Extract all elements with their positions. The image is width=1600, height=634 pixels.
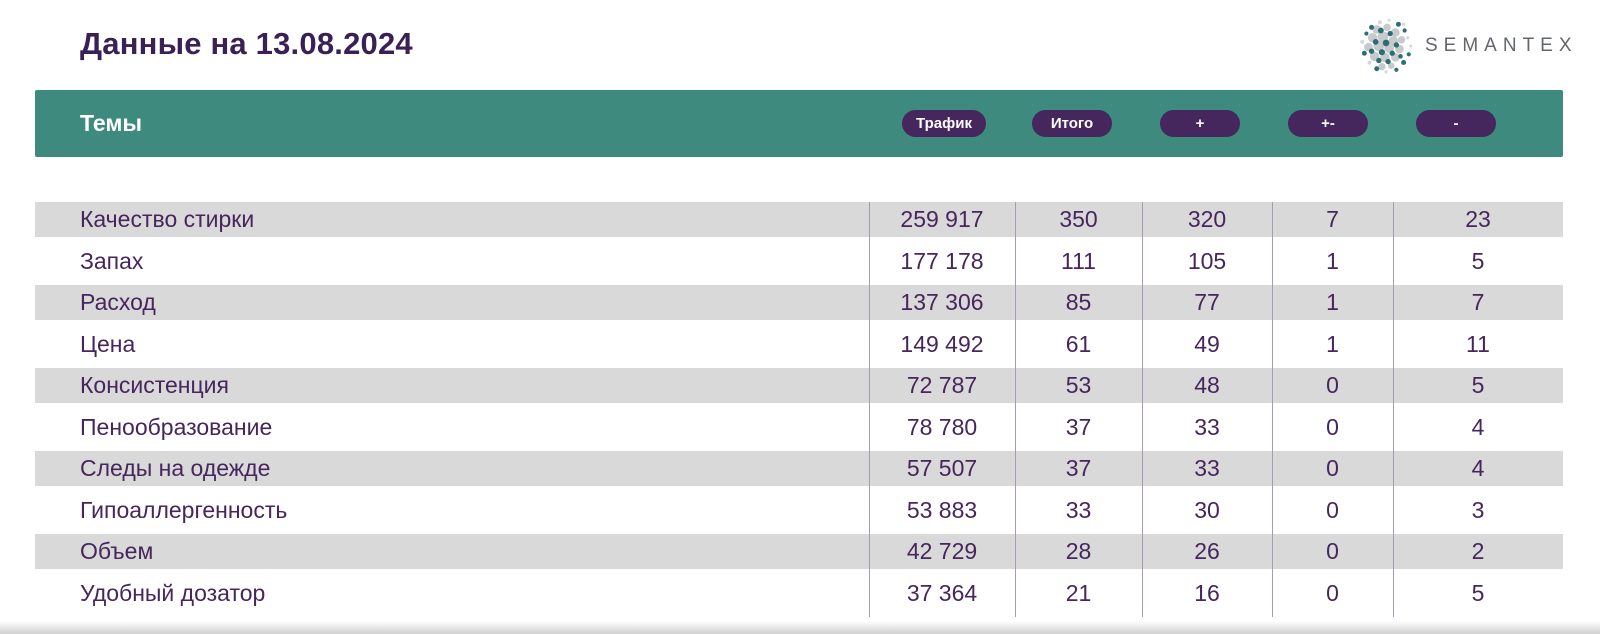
total-cell: 33: [1065, 496, 1092, 523]
metric-pill-total[interactable]: Итого: [1032, 110, 1112, 137]
table-row[interactable]: Расход 137 306 85 77 1 7: [35, 285, 1563, 327]
total-cell: 53: [1065, 372, 1092, 398]
column-separator: [1393, 202, 1394, 617]
neutral-cell: 1: [1326, 247, 1339, 274]
brand-wordmark: SEMANTEX: [1425, 35, 1578, 56]
total-cell: 37: [1065, 455, 1092, 481]
topics-column-header: Темы: [80, 110, 143, 136]
positive-cell: 30: [1194, 496, 1220, 523]
positive-cell: 49: [1194, 330, 1220, 357]
topic-cell: Объем: [80, 538, 154, 564]
neutral-cell: 0: [1326, 579, 1339, 606]
page-title: Данные на 13.08.2024: [80, 26, 413, 61]
topic-cell: Следы на одежде: [80, 455, 271, 481]
positive-cell: 33: [1194, 413, 1220, 440]
topic-cell: Удобный дозатор: [80, 579, 266, 606]
dotted-sphere-logo-icon: [1360, 18, 1413, 74]
positive-cell: 16: [1194, 579, 1220, 606]
table-row[interactable]: Пенообразование 78 780 37 33 0 4: [35, 410, 1563, 452]
positive-cell: 26: [1194, 538, 1220, 564]
column-separator: [1015, 202, 1016, 617]
traffic-cell: 37 364: [906, 579, 978, 606]
bottom-edge-shadow: [0, 621, 1600, 634]
column-separator: [1272, 202, 1273, 617]
topic-cell: Расход: [80, 289, 156, 315]
traffic-cell: 78 780: [906, 413, 978, 440]
total-cell: 37: [1065, 413, 1092, 440]
traffic-cell: 53 883: [906, 496, 978, 523]
negative-cell: 3: [1471, 496, 1485, 523]
topic-cell: Консистенция: [80, 372, 229, 398]
metric-pill-neutral[interactable]: +-: [1288, 110, 1368, 137]
topic-cell: Цена: [80, 330, 136, 357]
brand-logo: SEMANTEX: [1354, 14, 1578, 78]
table-row[interactable]: Удобный дозатор 37 364 21 16 0 5: [35, 576, 1563, 618]
table-row[interactable]: Гипоаллергенность 53 883 33 30 0 3: [35, 493, 1563, 535]
table-row[interactable]: Цена 149 492 61 49 1 11: [35, 327, 1563, 369]
total-cell: 350: [1059, 206, 1098, 232]
topic-cell: Пенообразование: [80, 413, 273, 440]
table-row[interactable]: Следы на одежде 57 507 37 33 0 4: [35, 451, 1563, 493]
total-cell: 85: [1065, 289, 1092, 315]
negative-cell: 4: [1471, 455, 1485, 481]
traffic-cell: 137 306: [900, 289, 984, 315]
topic-cell: Качество стирки: [80, 206, 255, 232]
column-separator: [1142, 202, 1143, 617]
total-cell: 28: [1065, 538, 1092, 564]
traffic-cell: 259 917: [900, 206, 984, 232]
positive-cell: 77: [1194, 289, 1220, 315]
negative-cell: 23: [1465, 206, 1491, 232]
metric-pill-traffic[interactable]: Трафик: [902, 110, 986, 137]
negative-cell: 4: [1471, 413, 1485, 440]
negative-cell: 7: [1471, 289, 1485, 315]
traffic-cell: 177 178: [900, 247, 984, 274]
total-cell: 21: [1065, 579, 1092, 606]
total-cell: 111: [1061, 247, 1096, 274]
positive-cell: 320: [1187, 206, 1227, 232]
neutral-cell: 0: [1326, 455, 1339, 481]
column-separator: [869, 202, 870, 617]
neutral-cell: 0: [1326, 413, 1339, 440]
table-header-bar: Темы Трафик Итого + +- -: [35, 90, 1563, 157]
traffic-cell: 57 507: [906, 455, 978, 481]
neutral-cell: 1: [1326, 289, 1339, 315]
table-row[interactable]: Консистенция 72 787 53 48 0 5: [35, 368, 1563, 410]
metric-pill-positive[interactable]: +: [1160, 110, 1240, 137]
positive-cell: 48: [1194, 372, 1220, 398]
positive-cell: 33: [1194, 455, 1220, 481]
negative-cell: 2: [1471, 538, 1485, 564]
neutral-cell: 0: [1326, 496, 1339, 523]
neutral-cell: 1: [1326, 330, 1339, 357]
topic-cell: Гипоаллергенность: [80, 496, 288, 523]
neutral-cell: 7: [1326, 206, 1339, 232]
negative-cell: 5: [1471, 372, 1485, 398]
positive-cell: 105: [1187, 247, 1227, 274]
table-row[interactable]: Качество стирки 259 917 350 320 7 23: [35, 202, 1563, 244]
table-row[interactable]: Объем 42 729 28 26 0 2: [35, 534, 1563, 576]
topic-cell: Запах: [80, 247, 144, 274]
negative-cell: 11: [1466, 330, 1490, 357]
neutral-cell: 0: [1326, 372, 1339, 398]
neutral-cell: 0: [1326, 538, 1339, 564]
traffic-cell: 149 492: [900, 330, 984, 357]
total-cell: 61: [1065, 330, 1092, 357]
table-row[interactable]: Запах 177 178 111 105 1 5: [35, 244, 1563, 286]
metric-pill-negative[interactable]: -: [1416, 110, 1496, 137]
topics-table: Качество стирки 259 917 350 320 7 23 Зап…: [35, 202, 1563, 617]
traffic-cell: 42 729: [906, 538, 978, 564]
negative-cell: 5: [1471, 247, 1485, 274]
traffic-cell: 72 787: [906, 372, 978, 398]
negative-cell: 5: [1471, 579, 1485, 606]
